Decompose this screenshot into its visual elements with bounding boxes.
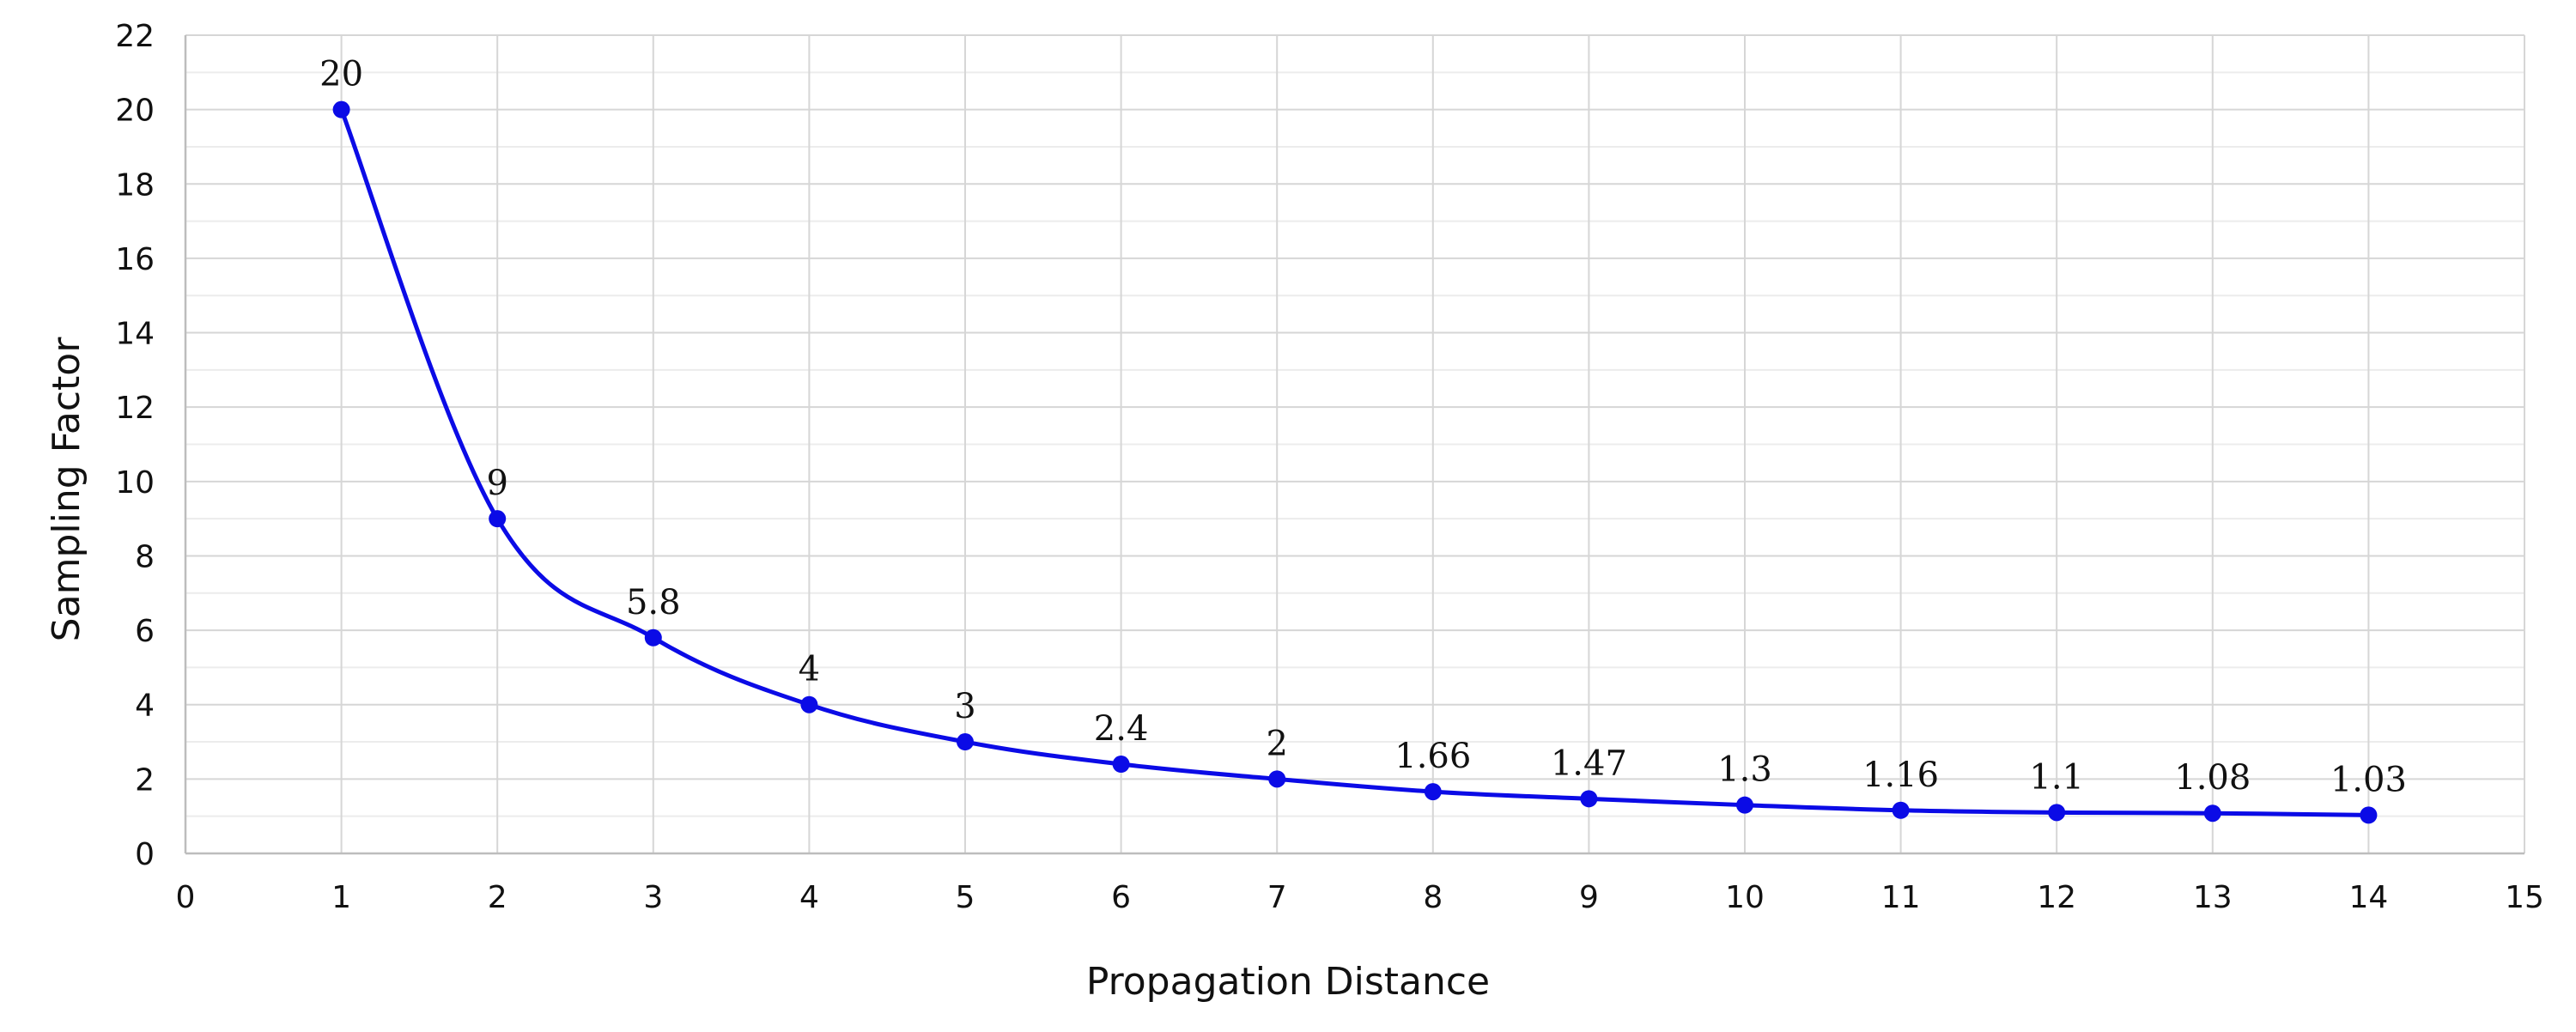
- series-line: [339, 108, 2369, 817]
- data-label: 5.8: [626, 583, 681, 622]
- data-label: 1.1: [2029, 757, 2084, 797]
- y-tick-label: 22: [115, 19, 155, 54]
- x-tick-label: 4: [799, 880, 819, 915]
- grid: [185, 34, 2525, 854]
- data-point: [1268, 770, 1286, 788]
- data-label: 3: [954, 687, 975, 726]
- x-tick-label: 9: [1579, 880, 1599, 915]
- data-label: 1.66: [1394, 737, 1471, 776]
- x-tick-label: 12: [2037, 880, 2076, 915]
- data-label: 4: [799, 650, 820, 689]
- y-axis-title: Sampling Factor: [45, 337, 88, 642]
- data-point: [1580, 790, 1598, 808]
- data-label: 1.47: [1551, 744, 1627, 783]
- data-point: [644, 628, 662, 647]
- data-point: [1424, 783, 1442, 801]
- data-point: [1892, 801, 1910, 819]
- y-tick-label: 0: [135, 837, 155, 872]
- y-tick-label: 2: [135, 762, 155, 798]
- y-tick-label: 12: [115, 391, 155, 426]
- x-tick-label: 5: [956, 880, 975, 915]
- data-label: 1.08: [2174, 758, 2251, 798]
- y-tick-label: 16: [115, 242, 155, 277]
- data-point: [489, 510, 507, 528]
- data-point: [2048, 804, 2066, 822]
- data-label: 9: [486, 464, 507, 503]
- data-point: [1736, 796, 1753, 814]
- x-tick-label: 7: [1267, 880, 1287, 915]
- y-tick-label: 4: [135, 689, 155, 724]
- data-label: 2: [1266, 724, 1287, 763]
- y-tick-label: 18: [115, 167, 155, 203]
- data-label: 1.16: [1862, 756, 1939, 795]
- data-label: 1.3: [1717, 750, 1772, 790]
- data-point: [957, 733, 974, 751]
- series: [332, 100, 2378, 824]
- x-tick-label: 1: [331, 880, 351, 915]
- data-label: 20: [319, 55, 363, 94]
- data-point: [332, 100, 350, 118]
- x-tick-label: 0: [176, 880, 196, 915]
- y-tick-label: 10: [115, 465, 155, 501]
- x-tick-label: 11: [1881, 880, 1921, 915]
- x-tick-label: 15: [2505, 880, 2544, 915]
- x-tick-label: 3: [643, 880, 663, 915]
- x-tick-label: 6: [1111, 880, 1131, 915]
- data-point: [2203, 804, 2221, 823]
- y-tick-label: 20: [115, 94, 155, 129]
- x-tick-label: 8: [1423, 880, 1443, 915]
- data-point: [1112, 756, 1130, 774]
- x-tick-label: 2: [488, 880, 507, 915]
- y-tick-label: 8: [135, 539, 155, 574]
- data-point: [2360, 806, 2378, 824]
- x-tick-label: 10: [1725, 880, 1765, 915]
- data-point: [800, 695, 818, 713]
- data-labels: 20 9 5.8 4 3 2.4 2 1.66 1.47 1.3 1.16 1.1 1.08 1.03: [319, 55, 2407, 800]
- data-label: 1.03: [2330, 760, 2407, 799]
- x-axis-title: Propagation Distance: [1086, 960, 1490, 1004]
- y-tick-label: 6: [135, 614, 155, 649]
- y-tick-label: 14: [115, 317, 155, 352]
- data-label: 2.4: [1094, 709, 1149, 749]
- x-tick-label: 13: [2193, 880, 2233, 915]
- x-tick-label: 14: [2348, 880, 2388, 915]
